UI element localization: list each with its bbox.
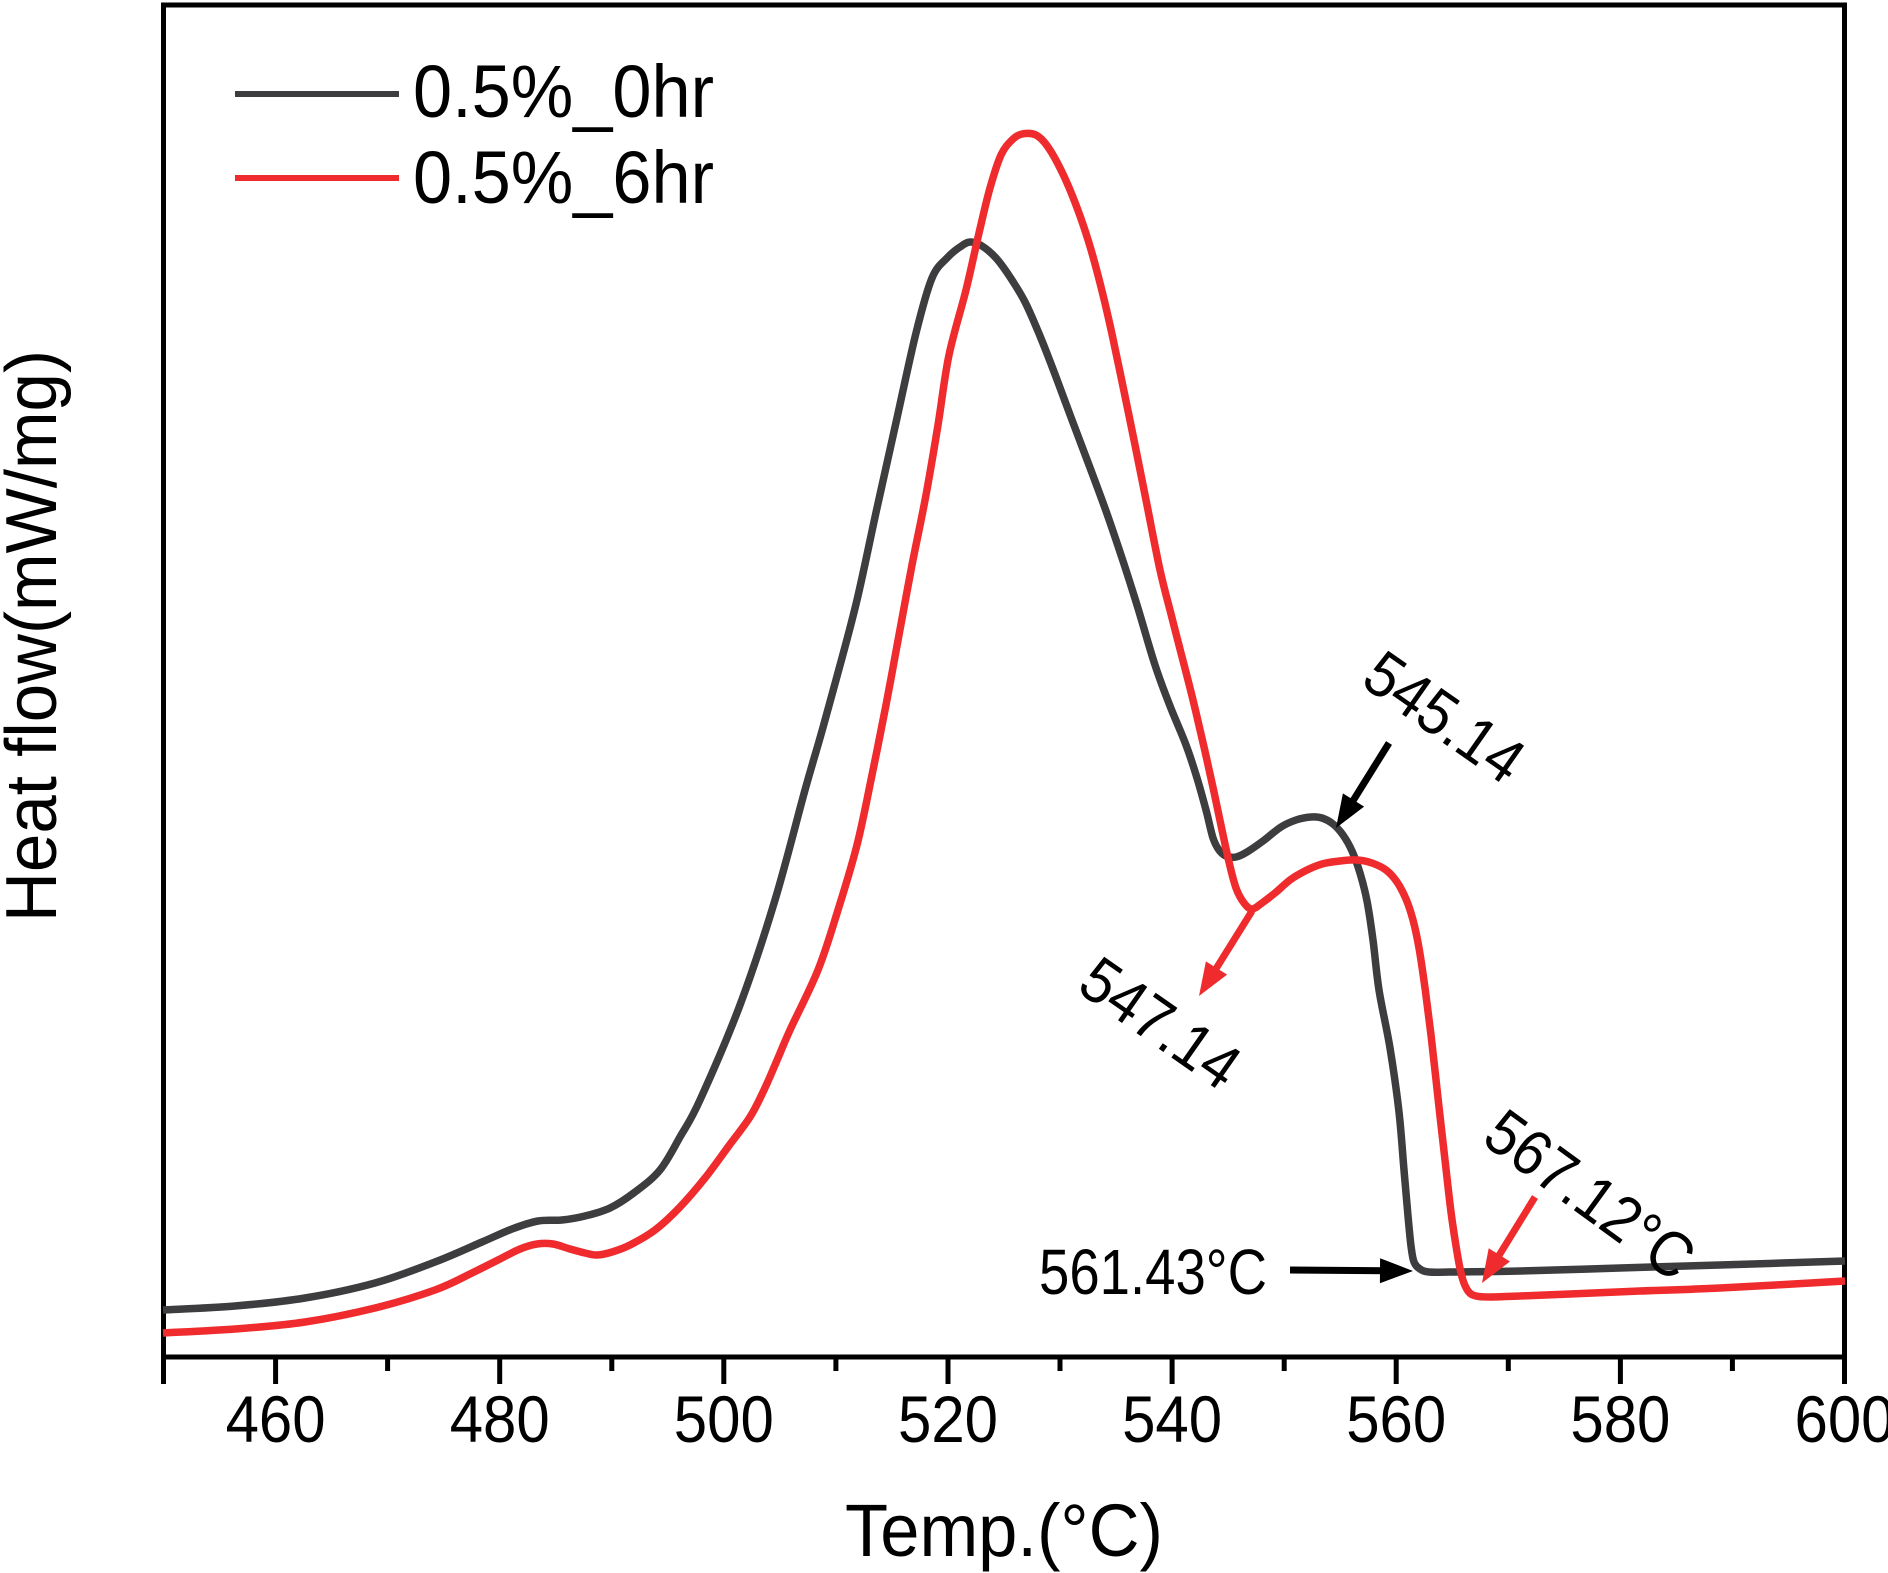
svg-text:480: 480 xyxy=(450,1382,550,1456)
svg-text:Heat flow(mW/mg): Heat flow(mW/mg) xyxy=(0,350,72,922)
svg-text:460: 460 xyxy=(226,1382,326,1456)
svg-text:560: 560 xyxy=(1346,1382,1446,1456)
svg-text:Temp.(°C): Temp.(°C) xyxy=(845,1489,1163,1572)
svg-text:0.5%_0hr: 0.5%_0hr xyxy=(413,50,714,133)
svg-text:600: 600 xyxy=(1795,1382,1888,1456)
svg-text:580: 580 xyxy=(1570,1382,1670,1456)
svg-text:520: 520 xyxy=(898,1382,998,1456)
svg-text:540: 540 xyxy=(1122,1382,1222,1456)
svg-text:500: 500 xyxy=(674,1382,774,1456)
svg-text:0.5%_6hr: 0.5%_6hr xyxy=(413,136,714,219)
svg-text:561.43°C: 561.43°C xyxy=(1039,1236,1267,1308)
